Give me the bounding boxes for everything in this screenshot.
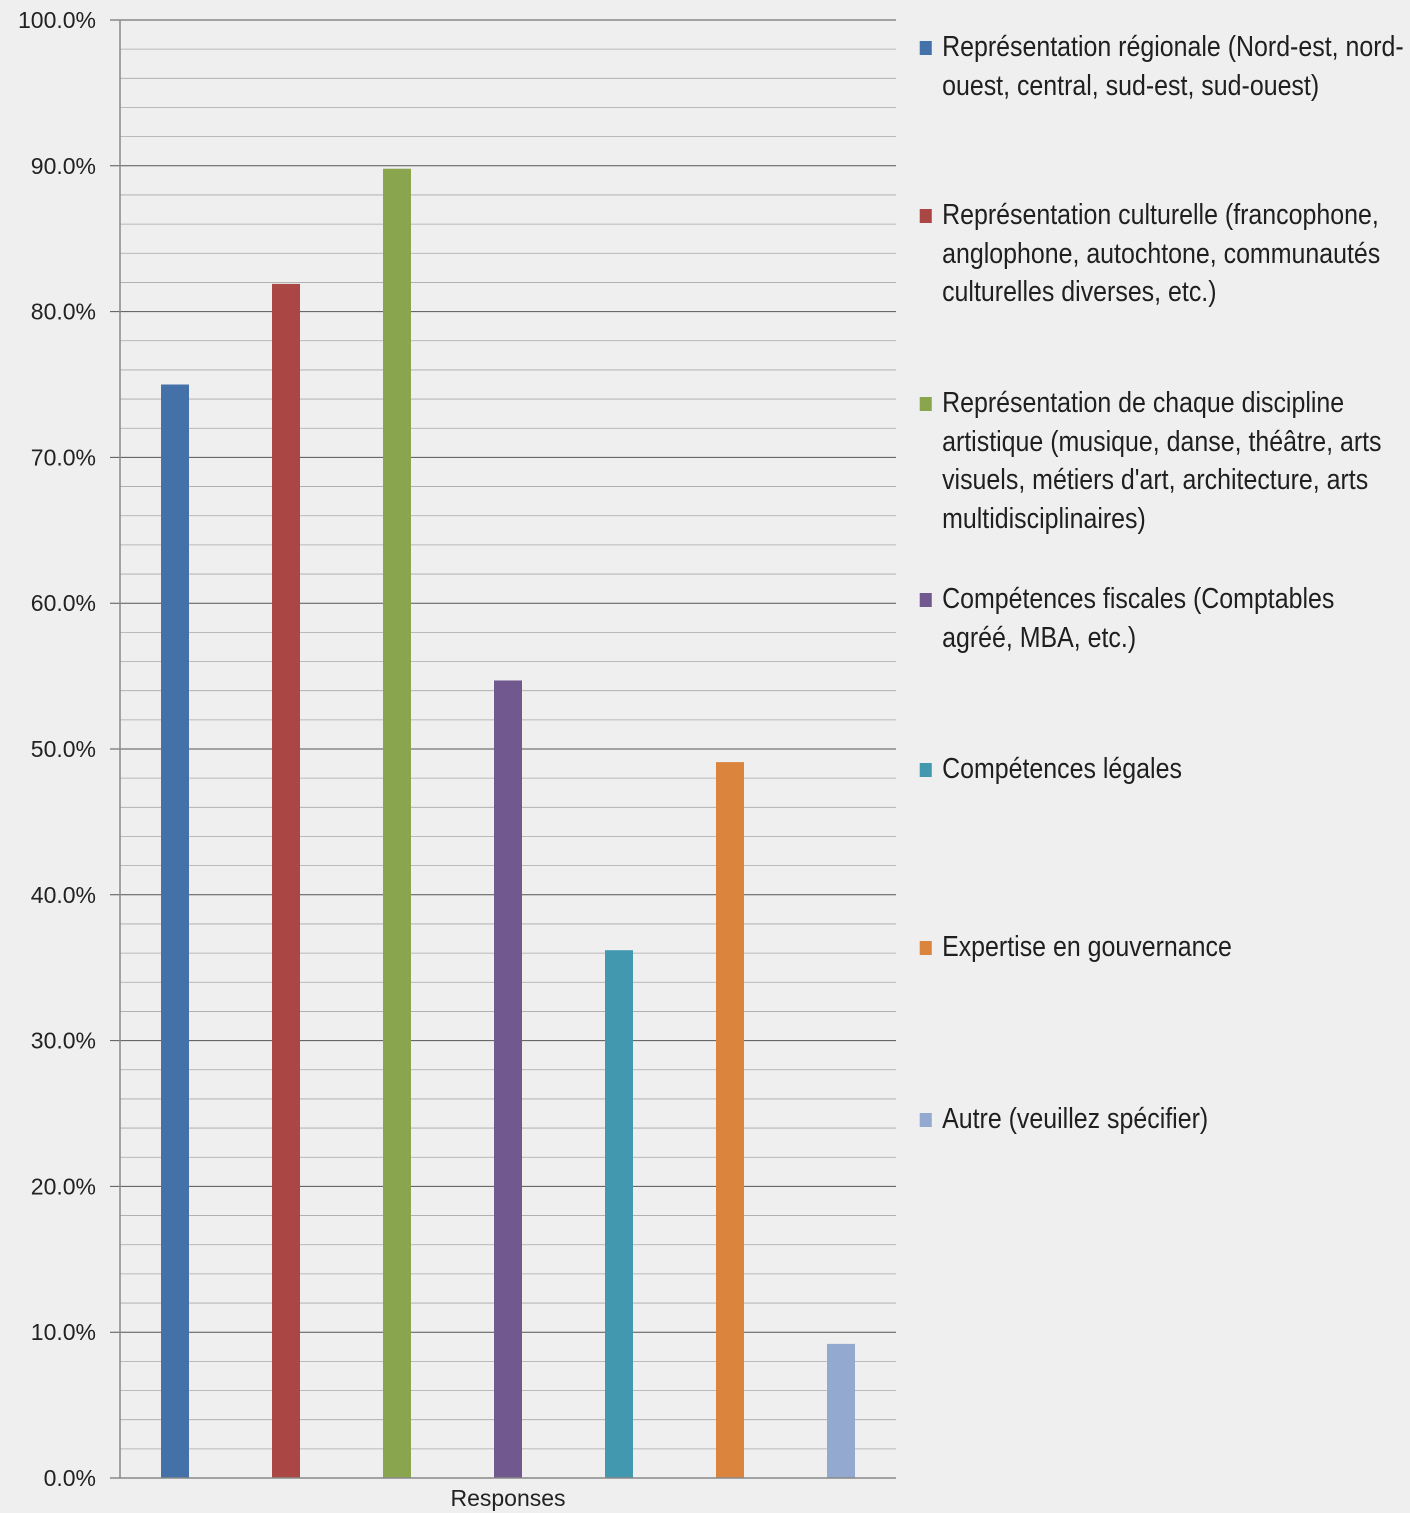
legend-swatch: [919, 941, 932, 955]
legend-swatch: [919, 41, 932, 55]
bar-series-3: [383, 168, 411, 1478]
legend-label: Autre (veuillez spécifier): [942, 1103, 1209, 1135]
bars: [161, 168, 855, 1479]
legend-label: Expertise en gouvernance: [942, 931, 1232, 963]
y-tick-label: 100.0%: [18, 7, 96, 33]
bar-series-5: [605, 950, 633, 1478]
legend-swatch: [919, 593, 932, 607]
y-tick-label: 80.0%: [31, 299, 96, 325]
y-tick-label: 10.0%: [31, 1319, 96, 1345]
y-tick-label: 60.0%: [31, 590, 96, 616]
legend-item-4: Compétences fiscales (Comptables agréé, …: [918, 580, 1339, 657]
bar-series-4: [494, 680, 522, 1478]
legend-item-3: Représentation de chaque discipline arti…: [918, 384, 1382, 538]
legend-item-6: Expertise en gouvernance: [918, 928, 1339, 967]
y-tick-label: 30.0%: [31, 1028, 96, 1054]
y-tick-label: 0.0%: [44, 1465, 96, 1491]
y-tick-label: 20.0%: [31, 1173, 96, 1199]
legend-label: Compétences fiscales (Comptables agréé, …: [942, 583, 1335, 654]
legend-swatch: [919, 397, 932, 411]
legend-item-1: Représentation régionale (Nord-est, nord…: [918, 28, 1404, 105]
x-axis-label: Responses: [450, 1485, 565, 1511]
bar-series-7: [827, 1343, 855, 1478]
legend-label: Compétences légales: [942, 753, 1182, 785]
y-tick-label: 70.0%: [31, 444, 96, 470]
bar-series-2: [272, 283, 300, 1479]
legend-label: Représentation de chaque discipline arti…: [942, 387, 1382, 535]
legend-item-7: Autre (veuillez spécifier): [918, 1100, 1339, 1139]
y-tick-label: 50.0%: [31, 736, 96, 762]
y-tick-label: 90.0%: [31, 153, 96, 179]
legend-swatch: [919, 1113, 932, 1127]
bar-series-1: [161, 384, 189, 1478]
y-tick-label: 40.0%: [31, 882, 96, 908]
legend-item-2: Représentation culturelle (francophone, …: [918, 196, 1380, 312]
legend-swatch: [919, 209, 932, 223]
y-axis-ticks: 0.0% 10.0% 20.0% 30.0% 40.0% 50.0% 60.0% 70.0% 8…: [18, 7, 96, 1491]
legend-label: Représentation culturelle (francophone, …: [942, 199, 1381, 308]
legend-swatch: [919, 763, 932, 777]
legend-label: Représentation régionale (Nord-est, nord…: [942, 31, 1404, 102]
bar-series-6: [716, 762, 744, 1478]
legend-item-5: Compétences légales: [918, 750, 1339, 789]
